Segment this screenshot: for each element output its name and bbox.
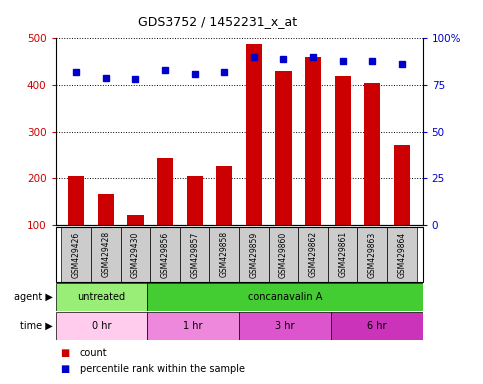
Bar (246, 45, 262, 225)
Bar (394, 144, 410, 225)
Text: GSM429861: GSM429861 (338, 231, 347, 278)
FancyBboxPatch shape (56, 312, 147, 340)
Text: 3 hr: 3 hr (275, 321, 295, 331)
FancyBboxPatch shape (147, 312, 239, 340)
Bar (335, 76, 351, 225)
Text: agent ▶: agent ▶ (14, 292, 53, 302)
Text: GDS3752 / 1452231_x_at: GDS3752 / 1452231_x_at (138, 15, 297, 28)
Text: GSM429857: GSM429857 (190, 231, 199, 278)
Bar (128, 215, 143, 225)
Text: time ▶: time ▶ (20, 321, 53, 331)
FancyBboxPatch shape (239, 227, 269, 282)
Text: ■: ■ (60, 348, 70, 358)
Text: untreated: untreated (77, 292, 126, 302)
FancyBboxPatch shape (387, 227, 417, 282)
Bar (275, 71, 292, 225)
FancyBboxPatch shape (210, 227, 239, 282)
Text: ■: ■ (60, 364, 70, 374)
Text: 1 hr: 1 hr (184, 321, 203, 331)
Text: percentile rank within the sample: percentile rank within the sample (80, 364, 245, 374)
Text: GSM429864: GSM429864 (398, 231, 406, 278)
Text: GSM429858: GSM429858 (220, 231, 229, 278)
Bar (364, 83, 381, 225)
FancyBboxPatch shape (239, 312, 331, 340)
Text: GSM429863: GSM429863 (368, 231, 377, 278)
FancyBboxPatch shape (121, 227, 150, 282)
FancyBboxPatch shape (61, 227, 91, 282)
Text: GSM429859: GSM429859 (249, 231, 258, 278)
Bar (186, 176, 203, 225)
FancyBboxPatch shape (328, 227, 357, 282)
Text: GSM429856: GSM429856 (160, 231, 170, 278)
Bar (157, 158, 173, 225)
Bar (305, 57, 321, 225)
Text: count: count (80, 348, 107, 358)
Text: 0 hr: 0 hr (92, 321, 111, 331)
FancyBboxPatch shape (147, 283, 423, 311)
Bar (216, 166, 232, 225)
FancyBboxPatch shape (357, 227, 387, 282)
Text: GSM429862: GSM429862 (309, 231, 318, 278)
Text: 6 hr: 6 hr (367, 321, 386, 331)
Text: GSM429426: GSM429426 (72, 231, 81, 278)
FancyBboxPatch shape (56, 283, 147, 311)
FancyBboxPatch shape (269, 227, 298, 282)
FancyBboxPatch shape (298, 227, 328, 282)
Text: GSM429860: GSM429860 (279, 231, 288, 278)
Bar (68, 176, 85, 225)
Text: GSM429428: GSM429428 (101, 231, 111, 278)
FancyBboxPatch shape (331, 312, 423, 340)
FancyBboxPatch shape (91, 227, 121, 282)
FancyBboxPatch shape (150, 227, 180, 282)
Text: GSM429430: GSM429430 (131, 231, 140, 278)
FancyBboxPatch shape (180, 227, 210, 282)
Bar (98, 194, 114, 225)
Text: concanavalin A: concanavalin A (248, 292, 322, 302)
